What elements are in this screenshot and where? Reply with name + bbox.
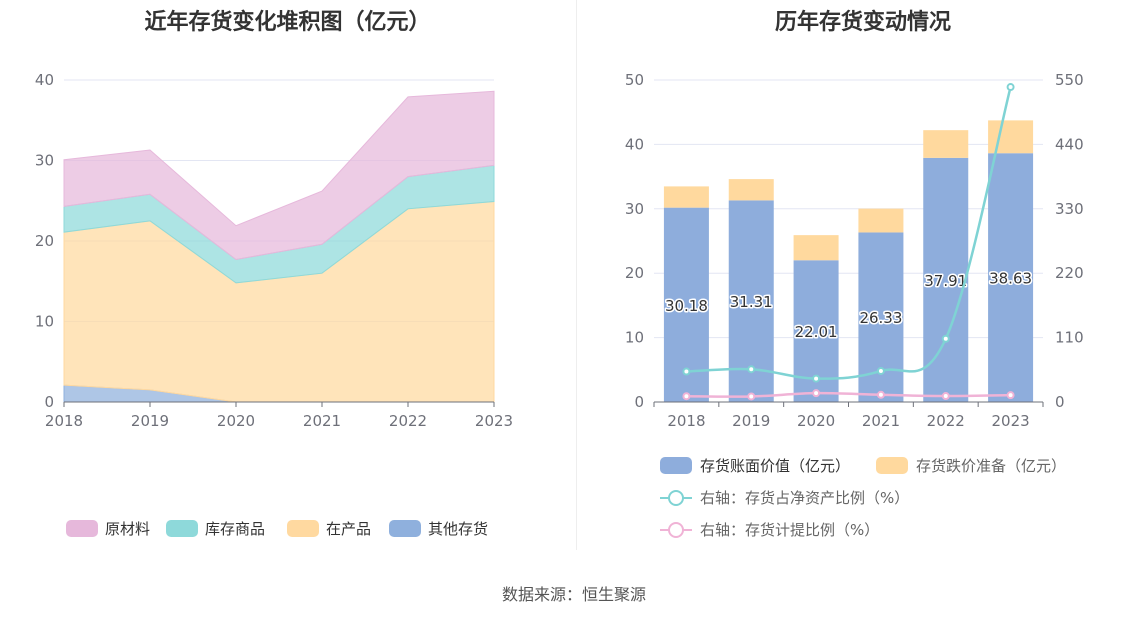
y2-tick-label: 440 bbox=[1055, 135, 1084, 153]
bar bbox=[728, 179, 774, 201]
panel-divider bbox=[576, 0, 577, 550]
y-tick-label: 50 bbox=[625, 71, 644, 89]
area-series bbox=[63, 90, 495, 261]
y-tick-label: 10 bbox=[625, 329, 644, 347]
y-tick-label: 0 bbox=[634, 393, 644, 411]
inventory-stacked-area-panel: 近年存货变化堆积图（亿元） 0 10 20 30 40 2018 2019 2020 2021 2… bbox=[0, 0, 575, 560]
bar-value-label: 22.01 bbox=[795, 323, 838, 341]
legend-marker bbox=[668, 522, 684, 538]
y-tick-label: 20 bbox=[35, 232, 54, 250]
legend-label: 存货账面价值（亿元） bbox=[700, 457, 850, 475]
y-tick-label: 40 bbox=[35, 71, 54, 89]
bar-value-label: 30.18 bbox=[665, 297, 708, 315]
bar-chart-title: 历年存货变动情况 bbox=[774, 10, 951, 35]
legend-label: 右轴：存货占净资产比例（%） bbox=[700, 489, 909, 507]
line-point bbox=[941, 392, 950, 401]
legend-swatch bbox=[166, 520, 198, 537]
line-point bbox=[747, 392, 756, 401]
legend-marker bbox=[668, 490, 684, 506]
y-tick-label: 40 bbox=[625, 135, 644, 153]
x-tick-label: 2020 bbox=[797, 412, 835, 430]
line-series bbox=[686, 391, 1011, 398]
bar-value-label: 31.31 bbox=[730, 293, 773, 311]
line-point bbox=[941, 334, 950, 343]
y2-tick-label: 110 bbox=[1055, 329, 1084, 347]
legend-label: 右轴：存货计提比例（%） bbox=[700, 521, 879, 539]
line-point bbox=[876, 366, 885, 375]
line-point bbox=[1006, 83, 1015, 92]
legend-swatch bbox=[660, 457, 692, 474]
y-tick-label: 10 bbox=[35, 313, 54, 331]
bar bbox=[663, 186, 709, 208]
bar-value-label: 26.33 bbox=[859, 309, 902, 327]
y2-tick-label: 330 bbox=[1055, 200, 1084, 218]
line-point bbox=[682, 367, 691, 376]
legend-swatch bbox=[287, 520, 319, 537]
x-tick-label: 2018 bbox=[667, 412, 705, 430]
line-point bbox=[1006, 391, 1015, 400]
x-tick-label: 2023 bbox=[991, 412, 1029, 430]
y2-tick-label: 550 bbox=[1055, 71, 1084, 89]
legend-label: 在产品 bbox=[326, 520, 371, 538]
x-tick-label: 2018 bbox=[45, 412, 83, 430]
area-chart-title: 近年存货变化堆积图（亿元） bbox=[144, 10, 431, 35]
x-tick-label: 2019 bbox=[732, 412, 770, 430]
line-point bbox=[812, 389, 821, 398]
x-tick-label: 2019 bbox=[131, 412, 169, 430]
line-point bbox=[876, 390, 885, 399]
bar-value-label: 37.91 bbox=[924, 272, 967, 290]
legend-swatch bbox=[389, 520, 421, 537]
bar bbox=[988, 120, 1034, 154]
bar bbox=[858, 208, 904, 233]
y-tick-label: 30 bbox=[625, 200, 644, 218]
bar bbox=[988, 153, 1034, 402]
x-tick-label: 2020 bbox=[217, 412, 255, 430]
data-source-note: 数据来源：恒生聚源 bbox=[501, 585, 646, 604]
x-tick-label: 2022 bbox=[927, 412, 965, 430]
y2-tick-label: 0 bbox=[1055, 393, 1065, 411]
y2-tick-label: 220 bbox=[1055, 264, 1084, 282]
line-point bbox=[682, 392, 691, 401]
y-tick-label: 30 bbox=[35, 152, 54, 170]
y-tick-label: 0 bbox=[44, 393, 54, 411]
legend-label: 其他存货 bbox=[428, 520, 488, 538]
bar bbox=[793, 235, 839, 261]
bar bbox=[923, 130, 969, 158]
x-tick-label: 2021 bbox=[303, 412, 341, 430]
legend-swatch bbox=[66, 520, 98, 537]
legend-label: 原材料 bbox=[105, 520, 150, 538]
legend-label: 库存商品 bbox=[205, 520, 265, 538]
line-point bbox=[747, 365, 756, 374]
x-tick-label: 2023 bbox=[475, 412, 513, 430]
bar-value-label: 38.63 bbox=[989, 270, 1032, 288]
x-tick-label: 2021 bbox=[862, 412, 900, 430]
y-tick-label: 20 bbox=[625, 264, 644, 282]
area-chart: 0 10 20 30 40 2018 2019 2020 2021 2022 2023 原材料 库存商品… bbox=[35, 71, 513, 538]
line-point bbox=[812, 374, 821, 383]
x-tick-label: 2022 bbox=[389, 412, 427, 430]
inventory-change-bar-panel: 历年存货变动情况 0 10 20 30 40 50 0 110 220 330 440 550 30.1… bbox=[578, 0, 1148, 560]
legend-label: 存货跌价准备（亿元） bbox=[916, 457, 1066, 475]
legend-swatch bbox=[876, 457, 908, 474]
bar-line-chart: 0 10 20 30 40 50 0 110 220 330 440 550 30.18 31.31 22.… bbox=[625, 71, 1084, 539]
